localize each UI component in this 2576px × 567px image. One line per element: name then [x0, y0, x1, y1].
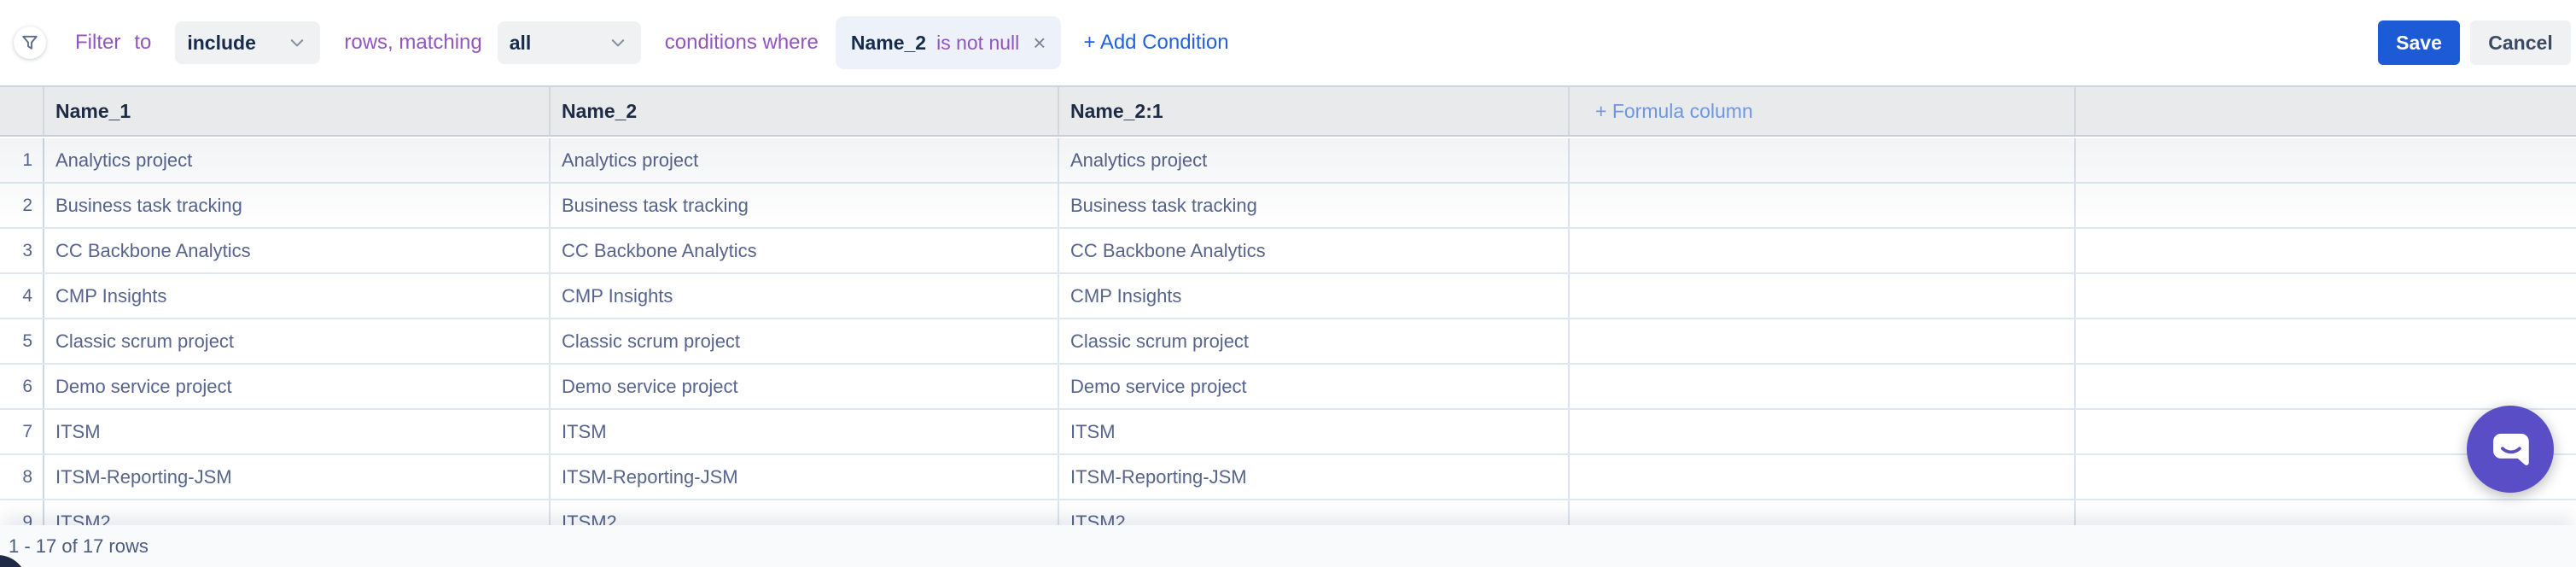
- save-button[interactable]: Save: [2378, 20, 2460, 65]
- cell-empty[interactable]: [2076, 138, 2576, 182]
- condition-chip[interactable]: Name_2 is not null ×: [835, 16, 1062, 69]
- row-number-header: [0, 87, 44, 135]
- cell-name-2-1[interactable]: Analytics project: [1059, 138, 1570, 182]
- cell-empty[interactable]: [2076, 365, 2576, 408]
- cell-name-2[interactable]: Classic scrum project: [551, 319, 1059, 363]
- row-number: 4: [0, 274, 44, 318]
- cell-name-2-1[interactable]: CMP Insights: [1059, 274, 1570, 318]
- cell-name-1[interactable]: Analytics project: [44, 138, 551, 182]
- cell-name-2-1[interactable]: CC Backbone Analytics: [1059, 229, 1570, 272]
- add-condition-button[interactable]: + Add Condition: [1083, 31, 1229, 54]
- filter-label: Filter: [75, 31, 121, 54]
- row-number: 7: [0, 410, 44, 453]
- cell-formula[interactable]: [1570, 500, 2076, 544]
- table-row: 7 ITSM ITSM ITSM: [0, 410, 2576, 455]
- cell-name-2-1[interactable]: Business task tracking: [1059, 184, 1570, 227]
- row-number: 2: [0, 184, 44, 227]
- row-number: 6: [0, 365, 44, 408]
- cell-name-2[interactable]: ITSM-Reporting-JSM: [551, 455, 1059, 499]
- cell-name-2-1[interactable]: Classic scrum project: [1059, 319, 1570, 363]
- cell-name-1[interactable]: Business task tracking: [44, 184, 551, 227]
- cell-formula[interactable]: [1570, 410, 2076, 453]
- cell-name-2[interactable]: ITSM: [551, 410, 1059, 453]
- cell-formula[interactable]: [1570, 274, 2076, 318]
- row-number: 8: [0, 455, 44, 499]
- cell-empty[interactable]: [2076, 274, 2576, 318]
- remove-condition-icon[interactable]: ×: [1033, 30, 1046, 56]
- cell-name-2-1[interactable]: ITSM: [1059, 410, 1570, 453]
- row-number: 5: [0, 319, 44, 363]
- column-header-name-1[interactable]: Name_1: [44, 87, 551, 135]
- table-row: 3 CC Backbone Analytics CC Backbone Anal…: [0, 229, 2576, 274]
- filter-toolbar: Filter to include rows, matching all con…: [0, 0, 2576, 85]
- chevron-down-icon: [288, 33, 306, 52]
- cell-formula[interactable]: [1570, 184, 2076, 227]
- cell-name-2-1[interactable]: ITSM-Reporting-JSM: [1059, 455, 1570, 499]
- cell-name-1[interactable]: ITSM-Reporting-JSM: [44, 455, 551, 499]
- cell-name-1[interactable]: Demo service project: [44, 365, 551, 408]
- empty-column-header: [2076, 87, 2576, 135]
- row-count-label: 1 - 17 of 17 rows: [9, 535, 149, 557]
- table-header: Name_1 Name_2 Name_2:1 + Formula column: [0, 85, 2576, 137]
- chevron-down-icon: [609, 33, 627, 52]
- table-row: 4 CMP Insights CMP Insights CMP Insights: [0, 274, 2576, 319]
- include-select[interactable]: include: [175, 21, 321, 64]
- cell-formula[interactable]: [1570, 229, 2076, 272]
- cell-formula[interactable]: [1570, 365, 2076, 408]
- row-number: 1: [0, 138, 44, 182]
- match-select-value: all: [509, 31, 532, 54]
- cell-name-2[interactable]: Business task tracking: [551, 184, 1059, 227]
- table-row: 1 Analytics project Analytics project An…: [0, 138, 2576, 184]
- to-label: to: [134, 31, 152, 54]
- cell-name-1[interactable]: CC Backbone Analytics: [44, 229, 551, 272]
- condition-operator-label: is not null: [936, 31, 1020, 54]
- cell-formula[interactable]: [1570, 319, 2076, 363]
- table-footer: 1 - 17 of 17 rows: [0, 525, 2576, 567]
- cell-name-2[interactable]: Analytics project: [551, 138, 1059, 182]
- cell-formula[interactable]: [1570, 138, 2076, 182]
- row-number: 3: [0, 229, 44, 272]
- cell-name-2[interactable]: CC Backbone Analytics: [551, 229, 1059, 272]
- cell-name-2[interactable]: Demo service project: [551, 365, 1059, 408]
- cell-formula[interactable]: [1570, 455, 2076, 499]
- table-body: 1 Analytics project Analytics project An…: [0, 138, 2576, 546]
- column-header-name-2[interactable]: Name_2: [551, 87, 1059, 135]
- table-row: 8 ITSM-Reporting-JSM ITSM-Reporting-JSM …: [0, 455, 2576, 500]
- table-row: 5 Classic scrum project Classic scrum pr…: [0, 319, 2576, 365]
- table-row: 2 Business task tracking Business task t…: [0, 184, 2576, 229]
- chat-bubble-icon: [2493, 433, 2529, 465]
- add-formula-column-button[interactable]: + Formula column: [1570, 87, 2076, 135]
- filter-funnel-icon: [14, 26, 46, 59]
- include-select-value: include: [187, 31, 256, 54]
- column-header-name-2-1[interactable]: Name_2:1: [1059, 87, 1570, 135]
- match-select[interactable]: all: [497, 21, 641, 64]
- cell-empty[interactable]: [2076, 319, 2576, 363]
- chat-launcher-button[interactable]: [2467, 406, 2554, 493]
- condition-field-label: Name_2: [850, 31, 927, 54]
- cancel-button[interactable]: Cancel: [2470, 20, 2571, 65]
- cell-name-2-1[interactable]: Demo service project: [1059, 365, 1570, 408]
- cell-name-2[interactable]: CMP Insights: [551, 274, 1059, 318]
- table-row: 6 Demo service project Demo service proj…: [0, 365, 2576, 410]
- cell-empty[interactable]: [2076, 229, 2576, 272]
- cell-name-1[interactable]: CMP Insights: [44, 274, 551, 318]
- cell-name-1[interactable]: Classic scrum project: [44, 319, 551, 363]
- row-number: 9: [0, 500, 44, 544]
- cell-empty[interactable]: [2076, 184, 2576, 227]
- conditions-where-label: conditions where: [664, 31, 819, 54]
- rows-matching-label: rows, matching: [344, 31, 482, 54]
- cell-name-1[interactable]: ITSM: [44, 410, 551, 453]
